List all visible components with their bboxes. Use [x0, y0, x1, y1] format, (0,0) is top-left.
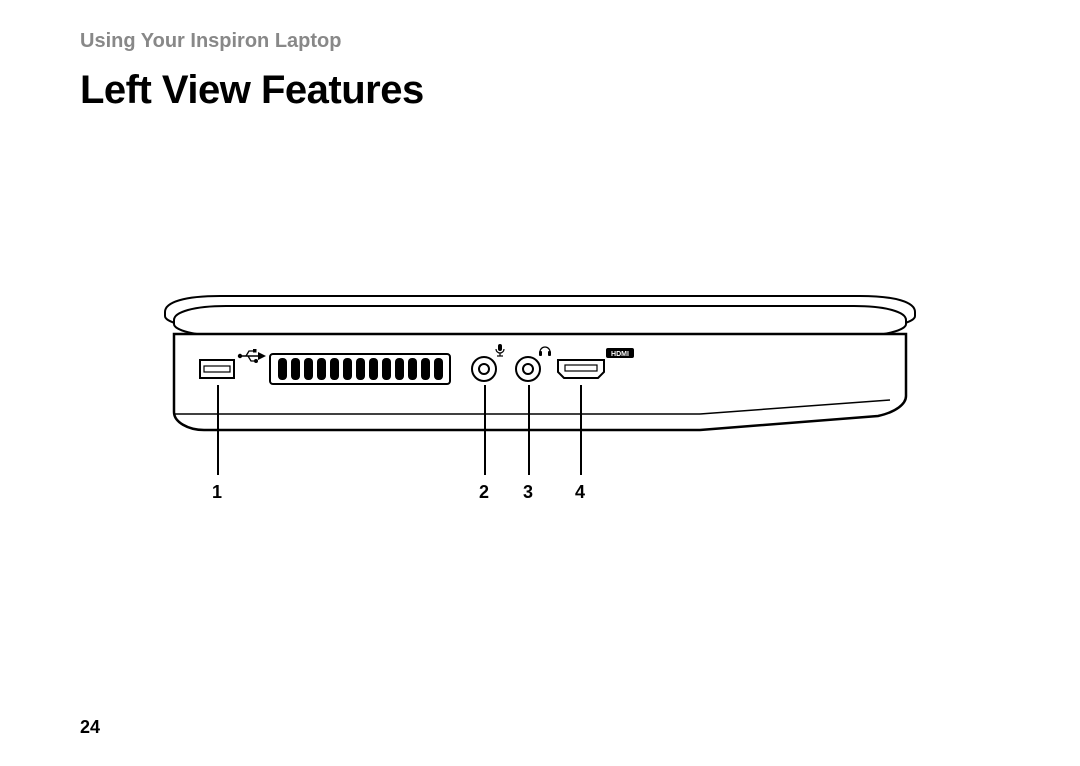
manual-page: Using Your Inspiron Laptop Left View Fea…: [0, 0, 1080, 766]
callout-label-4: 4: [575, 482, 585, 503]
hdmi-icon: HDMI: [606, 348, 634, 358]
laptop-left-view-diagram: HDMI 1 2 3 4: [160, 290, 920, 550]
callout-line-2: [484, 385, 486, 475]
vent-grille: [270, 354, 450, 384]
page-number: 24: [80, 717, 100, 738]
hdmi-label-text: HDMI: [611, 351, 629, 358]
page-title: Left View Features: [80, 68, 424, 113]
breadcrumb: Using Your Inspiron Laptop: [80, 30, 341, 53]
callout-label-1: 1: [212, 482, 222, 503]
callout-line-4: [580, 385, 582, 475]
callout-label-3: 3: [523, 482, 533, 503]
callout-line-1: [217, 385, 219, 475]
callout-label-2: 2: [479, 482, 489, 503]
callout-line-3: [528, 385, 530, 475]
laptop-illustration: HDMI: [160, 290, 920, 450]
